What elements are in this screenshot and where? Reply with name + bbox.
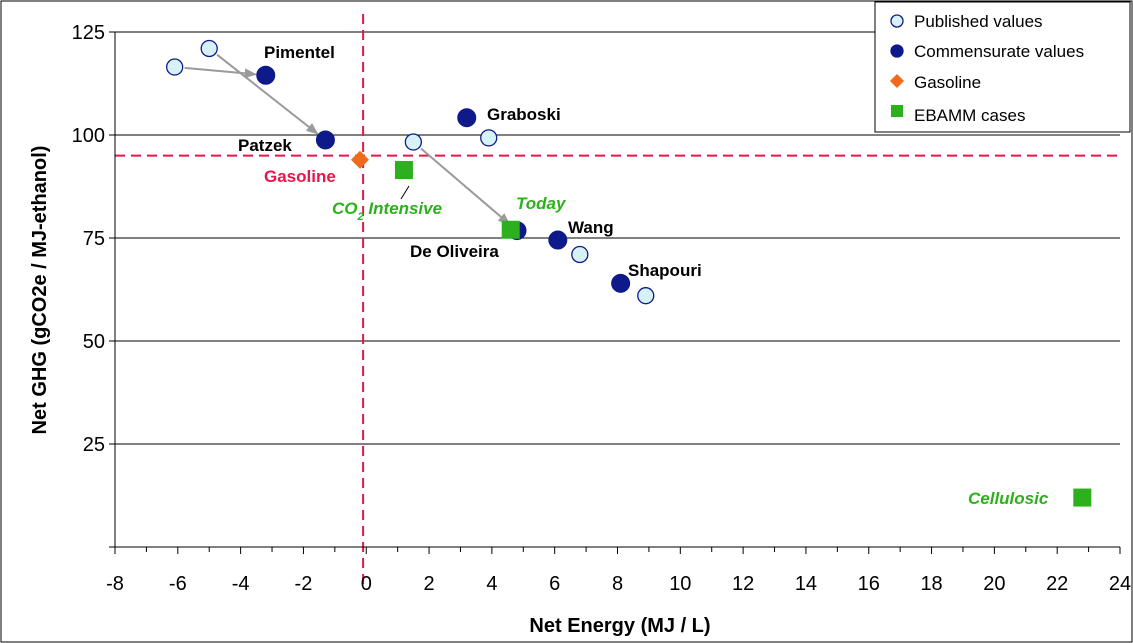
point-s0-3 (480, 129, 498, 147)
x-tick-label-0: 0 (361, 573, 372, 595)
point-s0-1 (200, 39, 218, 58)
point-s3-2 (1073, 488, 1092, 507)
legend-label-commensurate: Commensurate values (914, 42, 1084, 61)
x-tick-label-24: 24 (1109, 573, 1131, 595)
x-tick-label--8: -8 (106, 573, 124, 595)
legend: Published values Commensurate values Gas… (874, 1, 1131, 133)
label-co2-subscript: 2 (357, 211, 364, 223)
legend-item-published: Published values (890, 12, 1043, 31)
arrows (184, 53, 511, 225)
label-co2-suffix: Intensive (364, 199, 442, 218)
reference-lines (115, 14, 1120, 587)
legend-marker-gasoline (890, 74, 904, 88)
arrow-2 (420, 147, 511, 225)
label-cellulosic: Cellulosic (968, 489, 1049, 508)
data-points (166, 39, 1092, 507)
label-co2-prefix: CO (332, 199, 358, 218)
point-s1-2 (457, 108, 477, 128)
x-tick-label-4: 4 (486, 573, 497, 595)
label-wang: Wang (568, 218, 614, 237)
y-tick-label-125: 125 (72, 22, 105, 44)
y-axis-title: Net GHG (gCO2e / MJ-ethanol) (29, 146, 51, 435)
label-de-oliveira: De Oliveira (410, 242, 499, 261)
point-s2-0 (350, 150, 369, 169)
label-co2-intensive: CO2 Intensive (332, 199, 442, 223)
legend-marker-commensurate (890, 44, 904, 58)
point-s3-1 (501, 220, 520, 239)
legend-marker-ebamm (891, 105, 903, 117)
point-s1-5 (611, 273, 631, 293)
point-s0-2 (404, 133, 423, 151)
x-tick-label-22: 22 (1046, 573, 1068, 595)
legend-label-gasoline: Gasoline (914, 73, 981, 92)
label-shapouri: Shapouri (628, 261, 702, 280)
y-tick-label-75: 75 (83, 228, 105, 250)
point-s0-5 (637, 287, 655, 305)
point-s0-4 (571, 245, 589, 264)
label-pimentel: Pimentel (264, 43, 335, 62)
y-tick-label-100: 100 (72, 125, 105, 147)
legend-item-ebamm: EBAMM cases (891, 105, 1025, 125)
label-graboski: Graboski (487, 105, 561, 124)
x-tick-label-18: 18 (920, 573, 942, 595)
co2-label-leader (400, 185, 410, 200)
label-today: Today (516, 194, 567, 213)
arrow-0 (184, 66, 257, 79)
x-tick-label-12: 12 (732, 573, 754, 595)
x-axis-title: Net Energy (MJ / L) (529, 615, 710, 637)
label-gasoline: Gasoline (264, 167, 336, 186)
x-tick-label-10: 10 (669, 573, 691, 595)
x-tick-label-8: 8 (612, 573, 623, 595)
y-tick-label-50: 50 (83, 331, 105, 353)
label-patzek: Patzek (238, 136, 292, 155)
x-tick-label--6: -6 (169, 573, 187, 595)
point-s3-0 (394, 161, 413, 180)
legend-box (874, 1, 1131, 133)
point-s1-4 (548, 230, 568, 250)
x-tick-label--2: -2 (295, 573, 313, 595)
point-s1-1 (315, 130, 335, 150)
legend-item-gasoline: Gasoline (890, 73, 981, 92)
x-tick-label-20: 20 (983, 573, 1005, 595)
x-tick-label-14: 14 (795, 573, 817, 595)
legend-item-commensurate: Commensurate values (890, 42, 1084, 61)
x-tick-label--4: -4 (232, 573, 250, 595)
point-labels: Pimentel Patzek Graboski De Oliveira Wan… (238, 43, 1049, 508)
point-s0-0 (166, 58, 184, 76)
arrow-1 (216, 53, 319, 135)
x-tick-label-6: 6 (549, 573, 560, 595)
y-tick-label-25: 25 (83, 434, 105, 456)
x-tick-label-2: 2 (424, 573, 435, 595)
x-tick-label-16: 16 (858, 573, 880, 595)
point-s1-0 (256, 65, 276, 85)
legend-label-ebamm: EBAMM cases (914, 106, 1025, 125)
legend-marker-published (890, 14, 904, 28)
legend-label-published: Published values (914, 12, 1043, 31)
